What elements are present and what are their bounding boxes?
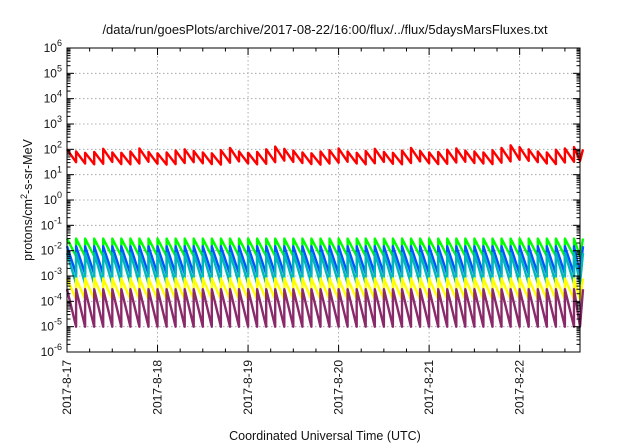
x-tick-label: 2017-8-19 bbox=[241, 360, 255, 415]
x-tick-label: 2017-8-17 bbox=[60, 360, 74, 415]
chart-title: /data/run/goesPlots/archive/2017-08-22/1… bbox=[102, 22, 548, 37]
y-tick-label: 100 bbox=[44, 190, 62, 207]
x-tick-labels: 2017-8-17 2017-8-18 2017-8-19 2017-8-20 2017… bbox=[60, 360, 527, 415]
series-line-1 bbox=[65, 237, 585, 258]
y-tick-label: 101 bbox=[44, 165, 62, 182]
x-axis-label: Coordinated Universal Time (UTC) bbox=[229, 429, 421, 443]
series-line-4 bbox=[65, 277, 585, 301]
x-tick-label: 2017-8-21 bbox=[422, 360, 436, 415]
y-tick-label: 10-6 bbox=[41, 342, 62, 359]
y-tick-label: 10-3 bbox=[41, 266, 62, 283]
y-axis-label: protons/cm2-s-sr-MeV bbox=[19, 138, 35, 260]
series-line-5 bbox=[65, 288, 585, 328]
y-tick-label: 10-5 bbox=[41, 317, 62, 334]
y-tick-label: 103 bbox=[44, 114, 62, 131]
y-tick-label: 104 bbox=[44, 89, 62, 106]
series-lines bbox=[65, 144, 585, 328]
series-line-0 bbox=[66, 144, 585, 166]
y-tick-label: 105 bbox=[44, 63, 62, 80]
y-tick-label: 10-4 bbox=[41, 291, 62, 308]
y-tick-label: 102 bbox=[44, 139, 62, 156]
x-tick-label: 2017-8-22 bbox=[513, 360, 527, 415]
y-tick-label: 106 bbox=[44, 38, 62, 55]
x-tick-label: 2017-8-20 bbox=[332, 360, 346, 415]
x-tick-label: 2017-8-18 bbox=[151, 360, 165, 415]
y-tick-label: 10-1 bbox=[41, 215, 62, 232]
y-tick-label: 10-2 bbox=[41, 241, 62, 258]
axis-ticks bbox=[66, 47, 580, 353]
y-tick-labels: 10-6 10-5 10-4 10-3 10-2 10-1 100 101 102 103 104 1… bbox=[41, 38, 62, 359]
